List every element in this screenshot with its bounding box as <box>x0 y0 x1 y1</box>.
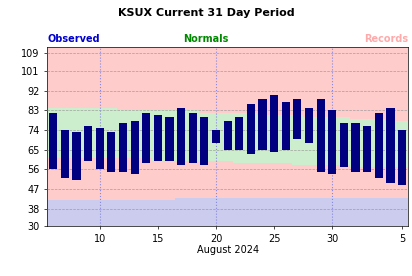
Bar <box>328 110 336 174</box>
Bar <box>363 126 371 172</box>
Text: Records: Records <box>364 34 408 44</box>
Bar <box>305 108 313 143</box>
Bar <box>247 104 255 154</box>
Bar <box>316 99 325 172</box>
Text: KSUX Current 31 Day Period: KSUX Current 31 Day Period <box>118 8 294 18</box>
Bar <box>73 132 80 181</box>
Bar <box>351 123 360 172</box>
Bar <box>96 128 104 169</box>
Bar <box>258 99 267 150</box>
Bar <box>154 115 162 161</box>
Text: Observed: Observed <box>47 34 100 44</box>
X-axis label: August 2024: August 2024 <box>197 245 259 255</box>
Bar <box>212 130 220 143</box>
Bar <box>375 113 383 178</box>
Bar <box>398 130 406 185</box>
Bar <box>224 121 232 150</box>
Bar <box>61 130 69 178</box>
Bar <box>235 117 243 150</box>
Bar <box>177 108 185 165</box>
Bar <box>200 117 208 165</box>
Text: Normals: Normals <box>183 34 229 44</box>
Bar <box>270 95 278 152</box>
Bar <box>119 123 127 172</box>
Bar <box>165 117 173 161</box>
Bar <box>340 123 348 167</box>
Bar <box>84 126 92 161</box>
Bar <box>293 99 302 139</box>
Bar <box>107 132 115 172</box>
Bar <box>282 102 290 150</box>
Bar <box>131 121 139 174</box>
Bar <box>189 113 197 163</box>
Bar <box>386 108 395 182</box>
Bar <box>142 113 150 163</box>
Bar <box>49 113 57 169</box>
